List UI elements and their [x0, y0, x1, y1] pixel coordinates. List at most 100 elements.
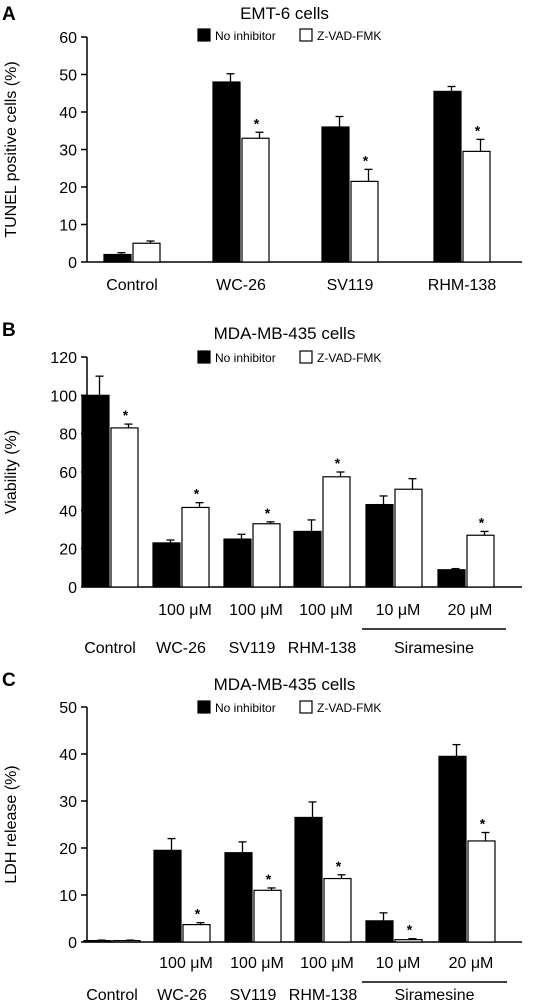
significance-star: *: [475, 122, 481, 138]
y-tick-label: 50: [59, 68, 77, 85]
concentration-label: 10 μM: [376, 602, 421, 619]
panel-letter: B: [2, 320, 16, 341]
y-tick-label: 100: [50, 388, 77, 405]
category-label: Control: [84, 640, 136, 657]
y-tick-label: 0: [68, 255, 77, 272]
bar-no-inhibitor-0: [103, 253, 132, 263]
legend-swatch-z-vad-fmk: [299, 28, 313, 42]
category-label: WC-26: [156, 640, 206, 657]
bar-z-vad-fmk-1: [182, 924, 211, 943]
bar-no-inhibitor-0: [81, 394, 110, 588]
y-tick-label: 60: [59, 465, 77, 482]
y-tick-label: 0: [68, 935, 77, 952]
bar-no-inhibitor-3: [433, 90, 462, 263]
legend-swatch-no-inhibitor: [197, 28, 211, 42]
legend-label-no-inhibitor: No inhibitor: [215, 351, 276, 365]
legend-label-no-inhibitor: No inhibitor: [215, 701, 276, 715]
bar-no-inhibitor-1: [152, 542, 181, 588]
legend-swatch-no-inhibitor: [197, 700, 211, 714]
category-label: Control: [86, 987, 138, 1004]
bar-z-vad-fmk-3: [462, 150, 491, 263]
bar-z-vad-fmk-0: [112, 939, 141, 943]
concentration-label: 10 μM: [376, 955, 421, 972]
bar-no-inhibitor-2: [321, 126, 350, 263]
y-tick-label: 30: [59, 794, 77, 811]
significance-star: *: [363, 152, 369, 168]
category-label: WC-26: [216, 277, 266, 294]
concentration-label: 100 μM: [300, 955, 354, 972]
group-label: Siramesine: [394, 640, 474, 657]
bar-z-vad-fmk-0: [132, 242, 161, 263]
y-axis-label: LDH release (%): [3, 765, 20, 883]
bar-z-vad-fmk-1: [241, 137, 270, 263]
y-tick-label: 20: [59, 180, 77, 197]
y-tick-label: 40: [59, 503, 77, 520]
y-tick-label: 10: [59, 218, 77, 235]
significance-star: *: [123, 407, 129, 423]
category-label: Control: [106, 277, 158, 294]
y-tick-label: 40: [59, 747, 77, 764]
significance-star: *: [254, 115, 260, 131]
concentration-label: 100 μM: [158, 602, 212, 619]
category-label: RHM-138: [289, 987, 358, 1004]
y-tick-label: 20: [59, 542, 77, 559]
panel-letter: A: [2, 4, 16, 25]
bar-no-inhibitor-5: [437, 569, 466, 588]
y-axis-label: TUNEL positive cells (%): [3, 61, 20, 237]
concentration-label: 100 μM: [229, 602, 283, 619]
bar-z-vad-fmk-3: [323, 877, 352, 943]
bar-z-vad-fmk-2: [350, 180, 379, 263]
concentration-label: 100 μM: [299, 602, 353, 619]
bar-z-vad-fmk-3: [322, 476, 351, 588]
y-tick-label: 60: [59, 30, 77, 47]
category-label: SV119: [230, 987, 277, 1004]
bar-no-inhibitor-5: [438, 755, 467, 943]
significance-star: *: [265, 505, 271, 521]
legend-swatch-no-inhibitor: [197, 350, 211, 364]
legend-label-z-vad-fmk: Z-VAD-FMK: [317, 29, 381, 43]
bar-z-vad-fmk-2: [253, 889, 282, 943]
significance-star: *: [194, 486, 200, 502]
y-tick-label: 0: [68, 580, 77, 597]
y-tick-label: 30: [59, 143, 77, 160]
bar-no-inhibitor-4: [365, 920, 394, 943]
y-tick-label: 20: [59, 841, 77, 858]
legend-label-z-vad-fmk: Z-VAD-FMK: [317, 351, 381, 365]
bar-z-vad-fmk-4: [394, 939, 423, 943]
category-label: RHM-138: [428, 277, 497, 294]
panel-letter: C: [2, 670, 16, 691]
chart-title: EMT-6 cells: [240, 4, 329, 23]
bar-no-inhibitor-4: [365, 503, 394, 588]
legend-label-no-inhibitor: No inhibitor: [215, 29, 276, 43]
bar-no-inhibitor-3: [293, 530, 322, 588]
chart-title: MDA-MB-435 cells: [214, 324, 356, 343]
chart-panel-c: C MDA-MB-435 cells No inhibitor Z-VAD-FMK 0 1…: [2, 670, 522, 1004]
y-tick-label: 80: [59, 427, 77, 444]
concentration-label: 100 μM: [159, 955, 213, 972]
bar-z-vad-fmk-4: [394, 488, 423, 588]
y-tick-label: 120: [50, 350, 77, 367]
bar-no-inhibitor-1: [153, 849, 182, 943]
concentration-label: 20 μM: [449, 955, 494, 972]
significance-star: *: [336, 858, 342, 874]
concentration-label: 100 μM: [230, 955, 284, 972]
significance-star: *: [479, 514, 485, 530]
bar-no-inhibitor-3: [294, 816, 323, 943]
y-axis-label: Viability (%): [3, 430, 20, 514]
significance-star: *: [407, 922, 413, 938]
category-label: SV119: [229, 640, 276, 657]
bar-no-inhibitor-0: [83, 939, 112, 943]
significance-star: *: [266, 871, 272, 887]
bar-no-inhibitor-2: [224, 852, 253, 943]
bar-no-inhibitor-1: [212, 81, 241, 263]
category-label: SV119: [327, 277, 374, 294]
bar-z-vad-fmk-1: [181, 506, 210, 588]
y-tick-label: 50: [59, 700, 77, 717]
group-label: Siramesine: [394, 987, 474, 1004]
significance-star: *: [195, 906, 201, 922]
category-label: RHM-138: [288, 640, 357, 657]
chart-panel-a: A EMT-6 cells No inhibitor Z-VAD-FMK 0 10 20 30…: [2, 4, 522, 294]
bar-z-vad-fmk-5: [467, 840, 496, 943]
bar-z-vad-fmk-0: [110, 427, 139, 588]
